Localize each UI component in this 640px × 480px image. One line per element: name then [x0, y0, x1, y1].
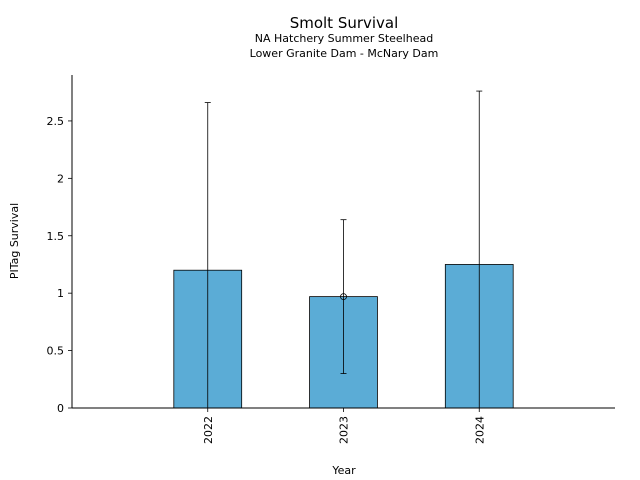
point-marker-2023 [340, 293, 347, 301]
y-axis-label: PITag Survival [8, 203, 21, 279]
y-tick-label: 1.5 [47, 230, 65, 243]
x-axis-label: Year [331, 464, 356, 477]
x-tick-label: 2022 [202, 416, 215, 444]
plot-area [173, 90, 514, 409]
y-axis-ticks: 0 0.5 1 1.5 2 2.5 [47, 115, 72, 415]
x-axis-ticks: 2022 2023 2024 [202, 408, 486, 444]
y-tick-label: 2.5 [47, 115, 65, 128]
y-tick-label: 2 [57, 172, 64, 185]
chart-title: Smolt Survival [290, 14, 399, 32]
y-tick-label: 1 [57, 287, 64, 300]
chart-subtitle-line-1: NA Hatchery Summer Steelhead [255, 32, 433, 45]
x-tick-label: 2023 [338, 416, 351, 444]
x-tick-label: 2024 [473, 416, 486, 444]
y-tick-label: 0 [57, 402, 64, 415]
chart-subtitle-line-2: Lower Granite Dam - McNary Dam [250, 47, 439, 60]
y-tick-label: 0.5 [47, 345, 65, 358]
